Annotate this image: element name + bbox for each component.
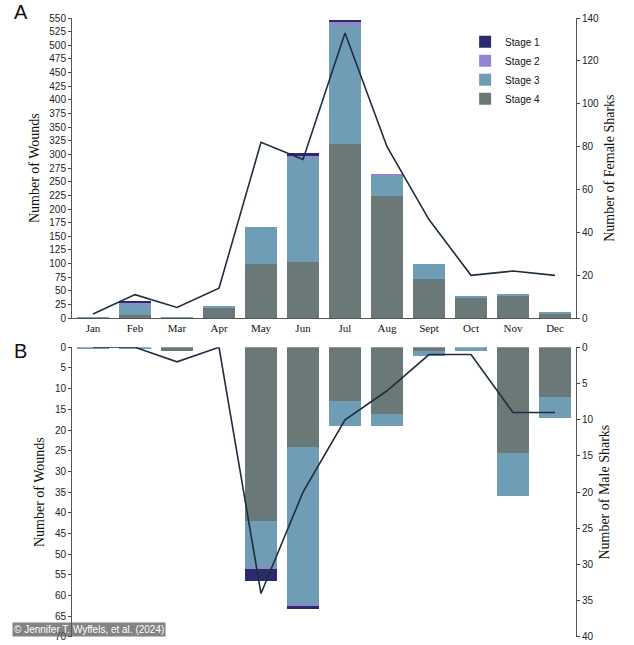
svg-text:80: 80: [582, 141, 594, 152]
svg-text:© Jennifer T. Wyffels, et al.: © Jennifer T. Wyffels, et al. (2024): [14, 624, 164, 635]
svg-text:525: 525: [49, 26, 66, 37]
svg-text:25: 25: [582, 523, 594, 534]
svg-text:75: 75: [55, 272, 67, 283]
svg-text:20: 20: [582, 487, 594, 498]
svg-text:475: 475: [49, 53, 66, 64]
svg-text:450: 450: [49, 67, 66, 78]
svg-text:100: 100: [582, 98, 599, 109]
svg-text:Stage 1: Stage 1: [505, 37, 540, 48]
svg-text:30: 30: [55, 466, 67, 477]
svg-text:50: 50: [55, 285, 67, 296]
svg-text:Jan: Jan: [86, 322, 101, 334]
svg-text:Aug: Aug: [378, 322, 397, 334]
svg-text:0: 0: [582, 342, 588, 353]
svg-text:250: 250: [49, 176, 66, 187]
svg-text:Dec: Dec: [546, 322, 564, 334]
svg-text:5: 5: [582, 378, 588, 389]
svg-text:A: A: [14, 1, 28, 23]
svg-text:400: 400: [49, 94, 66, 105]
svg-text:0: 0: [582, 313, 588, 324]
svg-text:Sept: Sept: [419, 322, 439, 334]
svg-text:20: 20: [55, 425, 67, 436]
svg-text:B: B: [14, 340, 27, 362]
svg-text:Stage 4: Stage 4: [505, 94, 540, 105]
svg-text:425: 425: [49, 81, 66, 92]
svg-text:40: 40: [582, 227, 594, 238]
svg-text:55: 55: [55, 569, 67, 580]
svg-text:70: 70: [55, 631, 67, 642]
svg-text:Nov: Nov: [504, 322, 523, 334]
svg-text:Number of Male Sharks: Number of Male Sharks: [597, 425, 612, 560]
svg-text:35: 35: [582, 595, 594, 606]
svg-text:350: 350: [49, 122, 66, 133]
svg-text:40: 40: [55, 507, 67, 518]
svg-text:300: 300: [49, 149, 66, 160]
svg-text:225: 225: [49, 190, 66, 201]
svg-text:275: 275: [49, 163, 66, 174]
svg-text:40: 40: [582, 631, 594, 642]
svg-text:500: 500: [49, 40, 66, 51]
svg-text:175: 175: [49, 217, 66, 228]
svg-text:60: 60: [55, 590, 67, 601]
svg-text:125: 125: [49, 244, 66, 255]
svg-text:Mar: Mar: [168, 322, 187, 334]
svg-text:Jul: Jul: [339, 322, 352, 334]
svg-text:Oct: Oct: [463, 322, 479, 334]
svg-text:140: 140: [582, 13, 599, 24]
svg-text:0: 0: [60, 342, 66, 353]
svg-text:35: 35: [55, 487, 67, 498]
svg-text:10: 10: [55, 383, 67, 394]
svg-text:5: 5: [60, 362, 66, 373]
svg-text:Stage 3: Stage 3: [505, 75, 540, 86]
svg-text:20: 20: [582, 270, 594, 281]
svg-text:0: 0: [60, 313, 66, 324]
svg-text:Apr: Apr: [210, 322, 227, 334]
svg-text:65: 65: [55, 611, 67, 622]
svg-text:45: 45: [55, 528, 67, 539]
svg-text:10: 10: [582, 414, 594, 425]
svg-text:Number of Female Sharks: Number of Female Sharks: [602, 94, 617, 241]
svg-text:375: 375: [49, 108, 66, 119]
svg-text:60: 60: [582, 184, 594, 195]
svg-text:15: 15: [582, 450, 594, 461]
svg-text:550: 550: [49, 13, 66, 24]
svg-text:325: 325: [49, 135, 66, 146]
svg-text:Feb: Feb: [127, 322, 144, 334]
svg-text:Jun: Jun: [295, 322, 311, 334]
svg-text:25: 25: [55, 299, 67, 310]
svg-text:100: 100: [49, 258, 66, 269]
svg-text:May: May: [251, 322, 272, 334]
svg-text:15: 15: [55, 404, 67, 415]
svg-text:Number of Wounds: Number of Wounds: [32, 437, 47, 547]
svg-text:150: 150: [49, 231, 66, 242]
svg-text:50: 50: [55, 549, 67, 560]
svg-text:30: 30: [582, 559, 594, 570]
svg-text:Stage 2: Stage 2: [505, 56, 540, 67]
svg-text:120: 120: [582, 55, 599, 66]
svg-text:200: 200: [49, 204, 66, 215]
svg-text:Number of Wounds: Number of Wounds: [27, 113, 42, 223]
svg-text:25: 25: [55, 445, 67, 456]
